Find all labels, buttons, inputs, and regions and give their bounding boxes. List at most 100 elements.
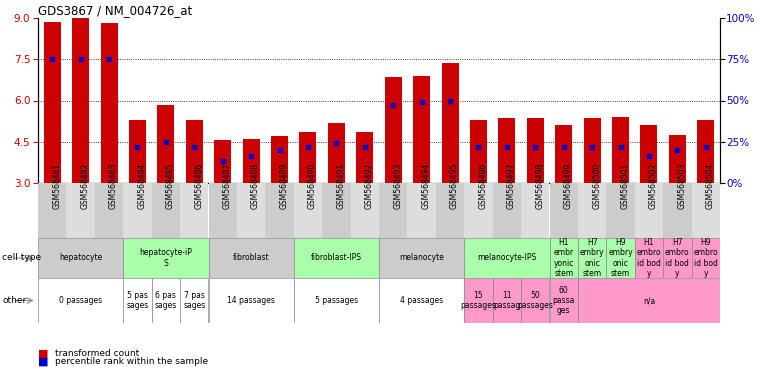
Text: 4 passages: 4 passages <box>400 296 443 305</box>
Bar <box>413 76 430 183</box>
Bar <box>356 132 374 183</box>
Bar <box>43 22 61 183</box>
Bar <box>549 183 578 238</box>
Text: percentile rank within the sample: percentile rank within the sample <box>55 357 208 366</box>
Bar <box>100 23 117 183</box>
Text: fibroblast-IPS: fibroblast-IPS <box>311 253 362 263</box>
Text: 0 passages: 0 passages <box>59 296 102 305</box>
Bar <box>379 278 464 323</box>
Bar <box>38 183 66 238</box>
Text: H1
embr
yonic
stem: H1 embr yonic stem <box>553 238 574 278</box>
Bar <box>123 183 151 238</box>
Text: 14 passages: 14 passages <box>228 296 275 305</box>
Bar <box>299 132 317 183</box>
Bar <box>180 183 209 238</box>
Bar <box>521 183 549 238</box>
Bar <box>607 238 635 278</box>
Bar <box>129 120 146 183</box>
Bar <box>492 183 521 238</box>
Bar <box>214 141 231 183</box>
Text: GSM568492: GSM568492 <box>365 163 374 209</box>
Bar <box>464 183 492 238</box>
Bar <box>180 278 209 323</box>
Text: 60
passa
ges: 60 passa ges <box>552 286 575 315</box>
Text: GSM568495: GSM568495 <box>450 162 459 209</box>
Bar <box>663 238 692 278</box>
Text: 5 passages: 5 passages <box>315 296 358 305</box>
Bar <box>436 183 464 238</box>
Text: GSM568498: GSM568498 <box>535 163 544 209</box>
Text: H1
embro
id bod
y: H1 embro id bod y <box>637 238 661 278</box>
Bar <box>498 118 515 183</box>
Text: melanocyte-IPS: melanocyte-IPS <box>477 253 537 263</box>
Bar <box>470 120 487 183</box>
Bar <box>209 183 237 238</box>
Text: GSM568489: GSM568489 <box>279 163 288 209</box>
Bar <box>158 104 174 183</box>
Text: GSM568491: GSM568491 <box>336 163 345 209</box>
Bar <box>556 125 572 183</box>
Text: GSM568488: GSM568488 <box>251 163 260 209</box>
Text: GSM568485: GSM568485 <box>166 163 175 209</box>
Bar <box>209 278 294 323</box>
Text: GSM568501: GSM568501 <box>620 163 629 209</box>
Text: ■: ■ <box>38 356 49 366</box>
Bar <box>635 183 663 238</box>
Text: hepatocyte-iP
S: hepatocyte-iP S <box>139 248 193 268</box>
Bar <box>697 120 715 183</box>
Text: 11
passag: 11 passag <box>493 291 521 310</box>
Bar <box>407 183 436 238</box>
Text: GSM568497: GSM568497 <box>507 162 516 209</box>
Bar <box>492 278 521 323</box>
Text: cell type: cell type <box>2 253 41 263</box>
Bar <box>123 278 151 323</box>
Text: hepatocyte: hepatocyte <box>59 253 102 263</box>
Text: H7
embro
id bod
y: H7 embro id bod y <box>665 238 689 278</box>
Bar <box>38 238 123 278</box>
Text: GSM568493: GSM568493 <box>393 162 403 209</box>
Bar <box>441 63 459 183</box>
Text: fibroblast: fibroblast <box>233 253 269 263</box>
Text: GSM568499: GSM568499 <box>564 162 573 209</box>
Text: GDS3867 / NM_004726_at: GDS3867 / NM_004726_at <box>38 4 193 17</box>
Bar <box>294 278 379 323</box>
Text: GSM568490: GSM568490 <box>308 162 317 209</box>
Bar <box>379 238 464 278</box>
Text: GSM568496: GSM568496 <box>479 162 488 209</box>
Bar <box>464 278 492 323</box>
Bar <box>294 238 379 278</box>
Bar <box>692 183 720 238</box>
Bar <box>243 139 260 183</box>
Bar <box>607 183 635 238</box>
Text: GSM568484: GSM568484 <box>138 163 146 209</box>
Bar <box>328 122 345 183</box>
Text: GSM568500: GSM568500 <box>592 162 601 209</box>
Bar <box>549 238 578 278</box>
Bar <box>527 118 544 183</box>
Bar <box>151 183 180 238</box>
Bar <box>578 238 607 278</box>
Bar <box>294 183 322 238</box>
Text: 7 pas
sages: 7 pas sages <box>183 291 205 310</box>
Bar <box>237 183 266 238</box>
Text: GSM568494: GSM568494 <box>422 162 431 209</box>
Bar <box>209 238 294 278</box>
Text: transformed count: transformed count <box>55 349 139 358</box>
Bar <box>584 118 600 183</box>
Bar <box>186 120 203 183</box>
Text: GSM568486: GSM568486 <box>194 163 203 209</box>
Text: H7
embry
onic
stem: H7 embry onic stem <box>580 238 604 278</box>
Bar <box>612 117 629 183</box>
Text: GSM568487: GSM568487 <box>223 163 231 209</box>
Bar <box>464 238 549 278</box>
Text: H9
embry
onic
stem: H9 embry onic stem <box>608 238 633 278</box>
Bar <box>271 136 288 183</box>
Text: other: other <box>2 296 27 305</box>
Text: GSM568502: GSM568502 <box>649 163 658 209</box>
Bar <box>635 238 663 278</box>
Text: 5 pas
sages: 5 pas sages <box>126 291 148 310</box>
Text: GSM568504: GSM568504 <box>705 162 715 209</box>
Bar <box>72 18 89 183</box>
Bar <box>38 278 123 323</box>
Bar <box>641 125 658 183</box>
